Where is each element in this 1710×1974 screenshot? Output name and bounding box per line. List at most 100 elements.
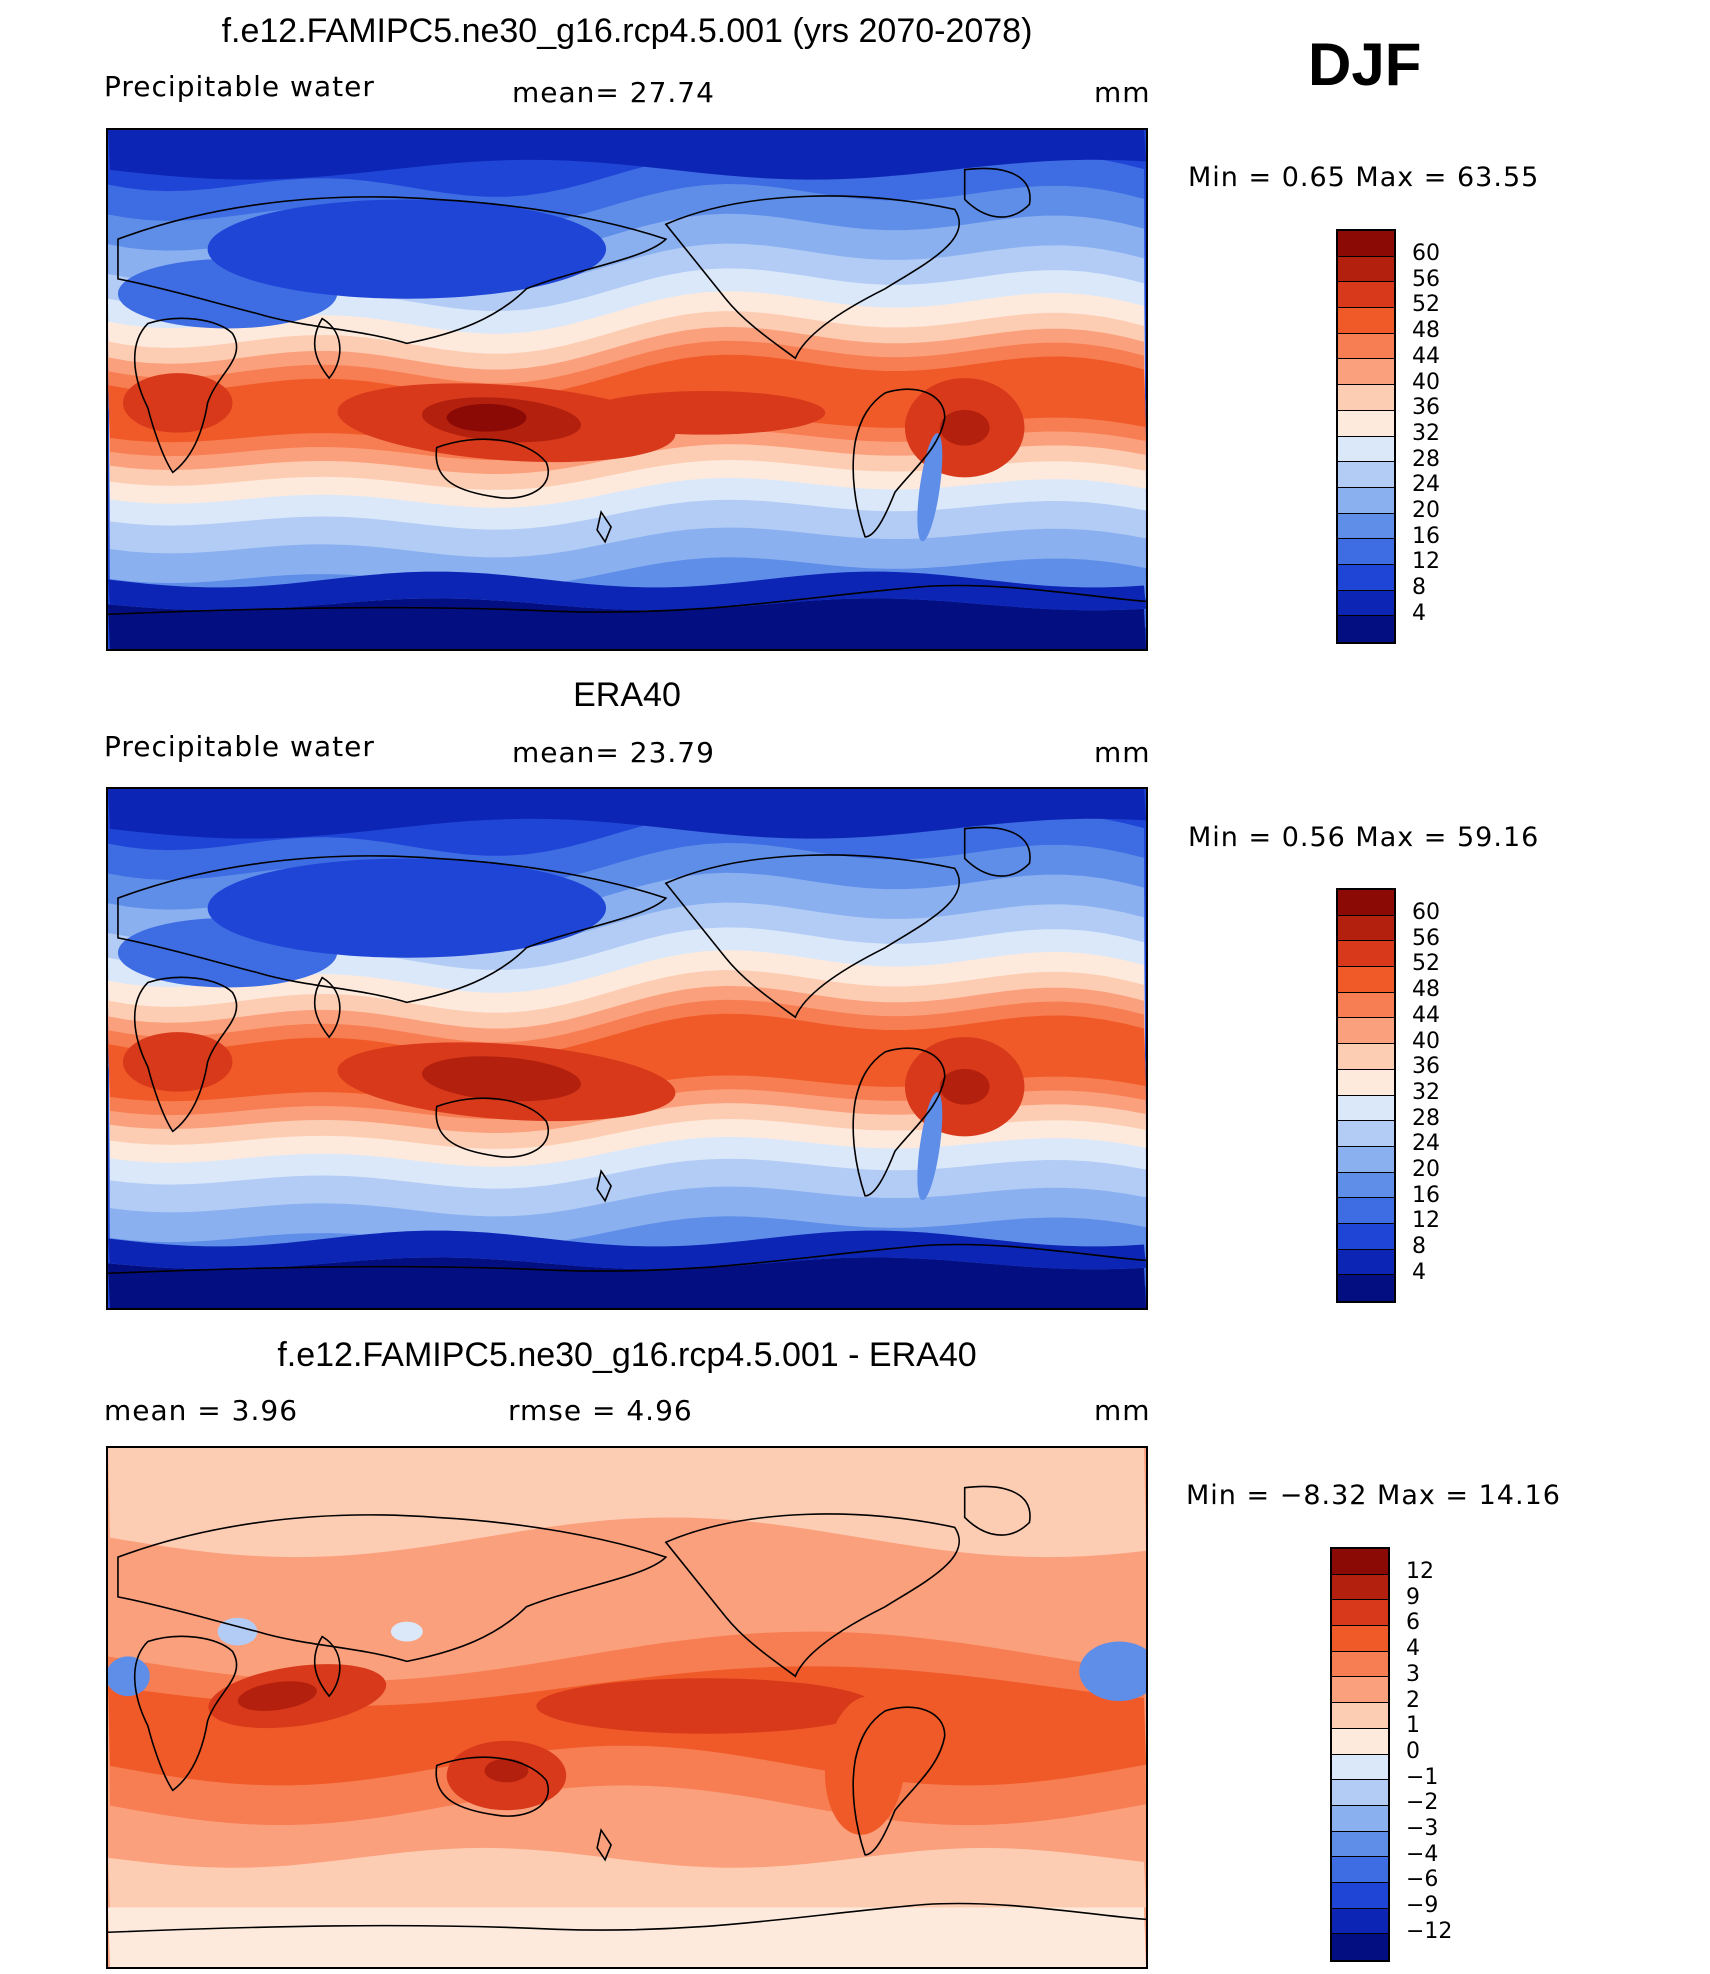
panel-title: f.e12.FAMIPC5.ne30_g16.rcp4.5.001 (yrs 2… xyxy=(221,12,1033,50)
coastline xyxy=(852,1706,946,1856)
coastline xyxy=(313,1635,341,1698)
colorbar-swatch xyxy=(1338,333,1394,360)
colorbar-label: 20 xyxy=(1412,498,1440,523)
panel-title: f.e12.FAMIPC5.ne30_g16.rcp4.5.001 - ERA4… xyxy=(277,1336,977,1374)
units-label: mm xyxy=(1094,1394,1151,1427)
colorbar-label: 16 xyxy=(1412,1182,1440,1208)
colorbar-swatch xyxy=(1338,359,1394,386)
colorbar-label: 56 xyxy=(1412,925,1440,951)
colorbar-swatch xyxy=(1338,1044,1394,1070)
colorbar-label: 32 xyxy=(1412,1079,1440,1105)
contour-map xyxy=(108,130,1146,649)
contour-map xyxy=(108,1448,1146,1967)
colorbar-swatch xyxy=(1332,1908,1388,1935)
colorbar-label: 52 xyxy=(1412,951,1440,977)
colorbar-label: 40 xyxy=(1412,1028,1440,1054)
season-label: DJF xyxy=(1308,31,1422,98)
variable-label: Precipitable water xyxy=(104,70,375,103)
colorbar-label: 60 xyxy=(1412,241,1440,266)
map-obs xyxy=(106,787,1148,1310)
colorbar-label: 28 xyxy=(1412,1105,1440,1131)
colorbar-label: 2 xyxy=(1406,1687,1420,1713)
units-label: mm xyxy=(1094,736,1151,769)
coastline xyxy=(108,1243,1146,1275)
colorbar-label: 36 xyxy=(1412,1054,1440,1080)
colorbar-label: 12 xyxy=(1412,549,1440,575)
colorbar-label: 24 xyxy=(1412,472,1440,498)
colorbar-swatch xyxy=(1338,1095,1394,1122)
colorbar-swatch xyxy=(1338,231,1394,257)
colorbar-label: 4 xyxy=(1412,600,1426,626)
colorbar-swatch xyxy=(1332,1780,1388,1806)
colorbar-swatch xyxy=(1332,1754,1388,1781)
colorbar-swatch xyxy=(1338,992,1394,1019)
colorbar-label: 44 xyxy=(1412,1002,1440,1028)
colorbar-swatch xyxy=(1338,385,1394,411)
coastline xyxy=(117,196,668,345)
coastline xyxy=(133,976,238,1133)
min-max-label: Min = −8.32 Max = 14.16 xyxy=(1186,1480,1561,1511)
colorbar-label: −1 xyxy=(1406,1764,1439,1790)
colorbar-label: 48 xyxy=(1412,977,1440,1003)
colorbar-label: 4 xyxy=(1412,1259,1426,1285)
min-max-label: Min = 0.56 Max = 59.16 xyxy=(1188,822,1540,853)
colorbar-label: 28 xyxy=(1412,446,1440,472)
colorbar-swatch xyxy=(1338,967,1394,993)
units-label: mm xyxy=(1094,76,1151,109)
min-max-label: Min = 0.65 Max = 63.55 xyxy=(1188,162,1540,193)
colorbar-label: 3 xyxy=(1406,1661,1420,1687)
colorbar-label: −12 xyxy=(1406,1918,1453,1944)
colorbar-swatch xyxy=(1338,1198,1394,1224)
colorbar-label: 0 xyxy=(1406,1738,1420,1764)
panel-title: ERA40 xyxy=(573,676,681,714)
coastline xyxy=(313,317,341,380)
colorbar-swatch xyxy=(1332,1600,1388,1627)
coastline xyxy=(108,1902,1146,1934)
colorbar-label: −2 xyxy=(1406,1790,1439,1816)
colorbar-swatch xyxy=(1332,1831,1388,1858)
colorbar-label: 16 xyxy=(1412,523,1440,549)
coastline xyxy=(963,1485,1031,1536)
colorbar-swatch xyxy=(1338,539,1394,565)
colorbar-swatch xyxy=(1338,1223,1394,1250)
colorbar-swatch xyxy=(1338,915,1394,942)
colorbar-swatch xyxy=(1332,1882,1388,1909)
mean-label: mean = 3.96 xyxy=(104,1394,299,1427)
colorbar-swatch xyxy=(1338,513,1394,540)
colorbar-swatch xyxy=(1338,436,1394,463)
colorbar-label: 32 xyxy=(1412,420,1440,446)
colorbar-label: 36 xyxy=(1412,395,1440,421)
colorbar-swatch xyxy=(1338,1172,1394,1199)
colorbar-swatch xyxy=(1338,1018,1394,1045)
colorbar-swatch xyxy=(1332,1703,1388,1729)
colorbar-swatch xyxy=(1338,487,1394,514)
coastline xyxy=(435,438,549,499)
coastline xyxy=(117,855,668,1004)
colorbar-label: 48 xyxy=(1412,318,1440,344)
coastline xyxy=(117,1514,668,1663)
colorbar-swatch xyxy=(1338,1249,1394,1276)
colorbar-swatch xyxy=(1338,308,1394,334)
coastline xyxy=(852,1047,946,1197)
colorbar-boxes xyxy=(1336,888,1396,1303)
colorbar-swatch xyxy=(1332,1574,1388,1601)
coastline xyxy=(108,584,1146,616)
colorbar-label: 52 xyxy=(1412,292,1440,318)
colorbar-swatch xyxy=(1332,1677,1388,1704)
colorbar-swatch xyxy=(1338,1069,1394,1096)
coastline xyxy=(852,388,946,538)
mean-label: mean= 27.74 xyxy=(512,76,715,109)
coastline xyxy=(133,317,238,474)
variable-label: Precipitable water xyxy=(104,730,375,763)
colorbar-swatch xyxy=(1332,1626,1388,1652)
colorbar-boxes xyxy=(1330,1547,1390,1962)
colorbar-label: 56 xyxy=(1412,266,1440,292)
coastline xyxy=(596,1828,612,1862)
colorbar-swatch xyxy=(1332,1805,1388,1832)
map-model xyxy=(106,128,1148,651)
colorbar-label: −6 xyxy=(1406,1867,1439,1893)
colorbar-label: 44 xyxy=(1412,343,1440,369)
coastline xyxy=(664,195,961,360)
colorbar-label: 20 xyxy=(1412,1157,1440,1182)
colorbar-label: 40 xyxy=(1412,369,1440,395)
